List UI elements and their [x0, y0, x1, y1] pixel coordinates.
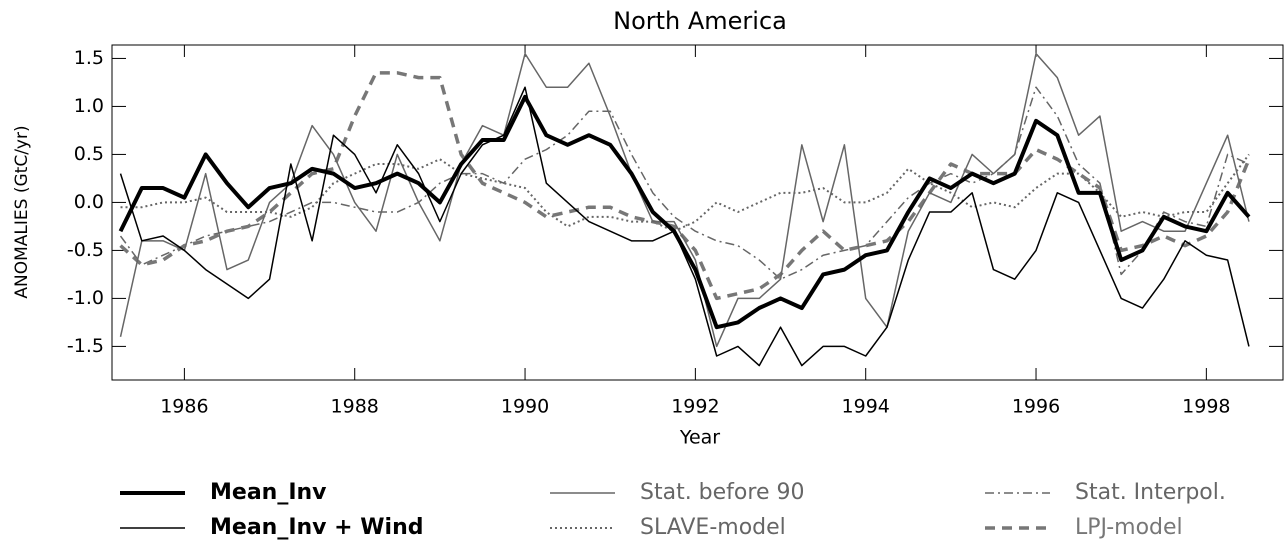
y-tick-label: 1.5 [74, 47, 104, 69]
x-tick-label: 1994 [842, 396, 890, 418]
legend-label: SLAVE-model [640, 515, 786, 540]
y-tick-label: 1.0 [74, 95, 104, 117]
y-tick-label: -1.5 [67, 335, 104, 357]
y-axis-label: ANOMALIES (GtC/yr) [12, 125, 32, 298]
plot-frame [111, 44, 1284, 381]
chart-title: North America [613, 7, 787, 35]
x-tick-label: 1998 [1182, 396, 1230, 418]
x-tick-label: 1988 [331, 396, 379, 418]
legend-label: Stat. before 90 [640, 480, 804, 505]
series-line [120, 153, 1250, 233]
series-line [118, 94, 1251, 330]
x-axis-label: Year [679, 427, 720, 449]
series-line [119, 86, 1250, 280]
series-line [119, 86, 1250, 367]
x-tick-label: 1986 [160, 396, 208, 418]
y-tick-label: -1.0 [67, 287, 104, 309]
series-line [119, 52, 1250, 348]
x-tick-label: 1990 [501, 396, 549, 418]
y-tick-label: 0.5 [74, 143, 104, 165]
legend-label: Mean_Inv [210, 480, 327, 505]
x-tick-label: 1996 [1012, 396, 1060, 418]
legend-label: LPJ-model [1075, 515, 1183, 540]
legend-label: Stat. Interpol. [1075, 480, 1226, 505]
x-tick-label: 1992 [671, 396, 719, 418]
legend-label: Mean_Inv + Wind [210, 515, 423, 540]
series-line [119, 71, 1251, 301]
y-tick-label: 0.0 [74, 191, 104, 213]
y-tick-label: -0.5 [67, 239, 104, 261]
